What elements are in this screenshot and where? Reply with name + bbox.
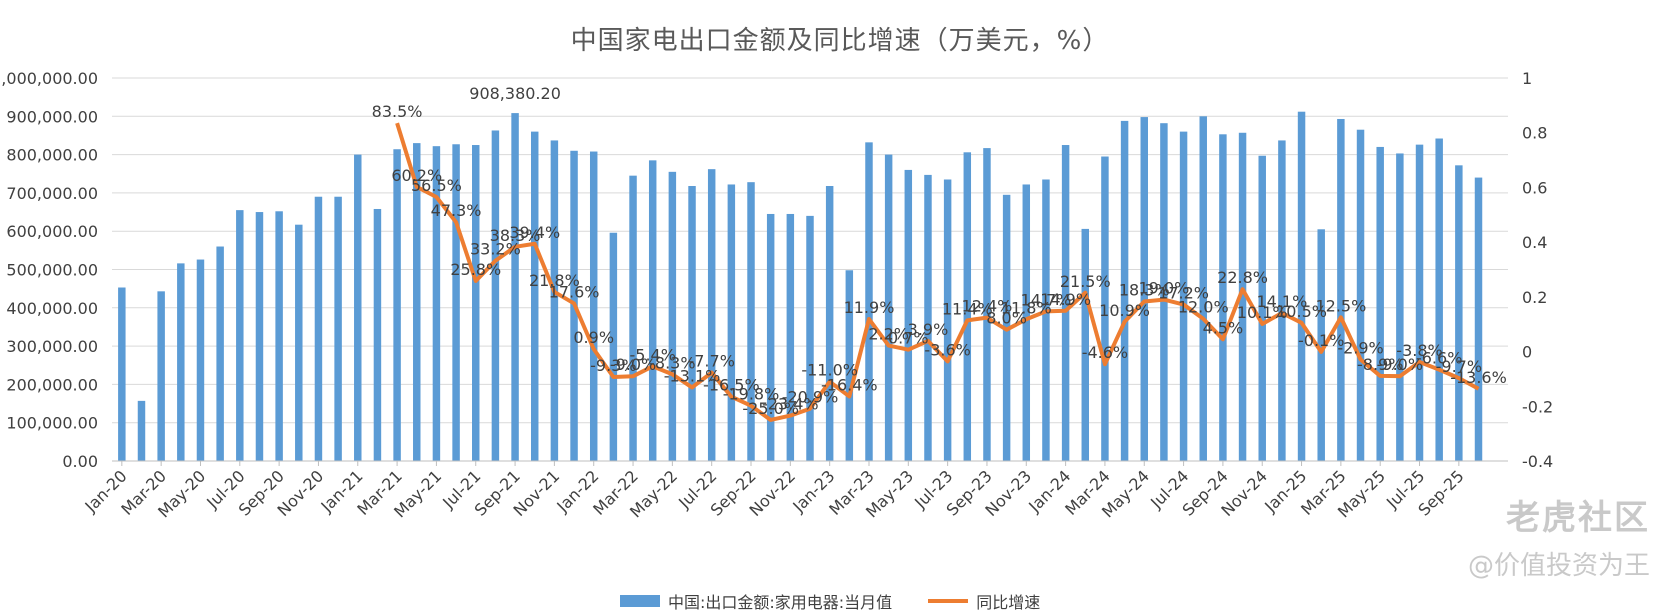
bar (826, 186, 833, 461)
line-data-label: 14.9% (1040, 290, 1091, 309)
y-left-tick-label: 100,000.00 (6, 414, 98, 433)
bar (590, 152, 597, 461)
bar (1337, 119, 1344, 461)
y-right-tick-label: -0.4 (1522, 452, 1553, 471)
line-data-label: 0.9% (573, 328, 614, 347)
y-right-tick-label: 0.8 (1522, 124, 1547, 143)
y-left-tick-label: 700,000.00 (6, 184, 98, 203)
y-right-tick-label: 0 (1522, 343, 1532, 362)
bar (1435, 139, 1442, 461)
line-data-label: 83.5% (372, 102, 423, 121)
y-right-tick-label: 0.4 (1522, 233, 1547, 252)
bar (531, 132, 538, 461)
bar (334, 197, 341, 461)
line-data-label: -13.6% (1450, 368, 1507, 387)
bar (511, 113, 518, 461)
watermark-line-2: @价值投资为王 (1468, 545, 1650, 582)
y-left-tick-label: 900,000.00 (6, 107, 98, 126)
bar (1455, 165, 1462, 461)
line-data-label: -16.4% (821, 375, 878, 394)
bar (708, 169, 715, 461)
bar (138, 401, 145, 461)
bar (1416, 145, 1423, 461)
line-data-label: 22.8% (1217, 268, 1268, 287)
legend-line-swatch (928, 599, 968, 603)
line-data-label: 3.9% (908, 320, 949, 339)
line-data-label: 17.6% (549, 282, 600, 301)
y-left-tick-label: 1,000,000.00 (0, 69, 98, 88)
bar (1376, 147, 1383, 461)
y-left-tick-label: 500,000.00 (6, 261, 98, 280)
line-data-label: -4.6% (1082, 343, 1128, 362)
bar (177, 263, 184, 461)
watermark-line-1: 老虎社区 (1468, 490, 1650, 539)
legend-line-label: 同比增速 (976, 589, 1040, 613)
line-data-label: 39.4% (509, 223, 560, 242)
y-left-tick-label: 0.00 (62, 452, 98, 471)
bar (256, 212, 263, 461)
bar (747, 182, 754, 461)
bar (393, 149, 400, 461)
y-left-tick-label: 600,000.00 (6, 222, 98, 241)
bar (118, 288, 125, 461)
line-data-label: -3.6% (924, 340, 970, 359)
watermark: 老虎社区 @价值投资为王 (1468, 490, 1650, 582)
bar (374, 209, 381, 461)
bar (472, 145, 479, 461)
line-data-label: 21.5% (1060, 272, 1111, 291)
bar (905, 170, 912, 461)
bar (924, 175, 931, 461)
bar (1396, 153, 1403, 461)
bar (688, 186, 695, 461)
bar (197, 260, 204, 461)
line-data-label: 56.5% (411, 176, 462, 195)
bar (275, 211, 282, 461)
bar (629, 176, 636, 461)
bar (1475, 178, 1482, 461)
bar (216, 247, 223, 461)
bar (492, 130, 499, 461)
bar (1298, 112, 1305, 461)
bar (315, 197, 322, 461)
y-left-tick-label: 300,000.00 (6, 337, 98, 356)
line-data-label: 12.5% (1315, 296, 1366, 315)
bar (295, 225, 302, 461)
legend-bar-swatch (620, 595, 660, 607)
y-right-tick-label: -0.2 (1522, 397, 1553, 416)
y-right-tick-label: 1 (1522, 69, 1532, 88)
legend-bar-label: 中国:出口金额:家用电器:当月值 (668, 589, 892, 613)
line-data-label: 47.3% (431, 201, 482, 220)
bar (767, 214, 774, 461)
bar (1042, 179, 1049, 461)
bar (354, 155, 361, 461)
bar (669, 172, 676, 461)
bar (806, 216, 813, 461)
bar (1357, 130, 1364, 461)
line-data-label: 25.8% (450, 260, 501, 279)
y-left-tick-label: 200,000.00 (6, 375, 98, 394)
line-data-label: 12.0% (1178, 298, 1229, 317)
bar (157, 291, 164, 461)
bar (236, 210, 243, 461)
data-labels: 83.5% 60.2%56.5% 47.3% 25.8%33.2%38.3%39.4%… (372, 84, 1507, 418)
y-right-tick-label: 0.2 (1522, 288, 1547, 307)
y-right-tick-label: 0.6 (1522, 178, 1547, 197)
bar-data-label: 908,380.20 (469, 84, 561, 103)
bar (649, 160, 656, 461)
bar (787, 214, 794, 461)
line-data-label: 11.9% (844, 298, 895, 317)
line-data-label: -7.7% (688, 352, 734, 371)
y-left-tick-label: 800,000.00 (6, 146, 98, 165)
bar (728, 184, 735, 461)
legend: 中国:出口金额:家用电器:当月值 同比增速 (620, 589, 1040, 613)
y-left-tick-label: 400,000.00 (6, 299, 98, 318)
line-data-label: 10.9% (1099, 301, 1150, 320)
